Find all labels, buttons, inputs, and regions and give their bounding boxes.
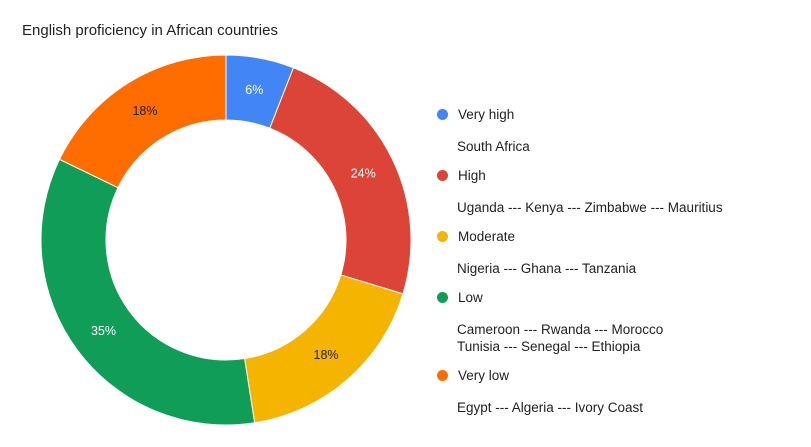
legend-swatch <box>437 169 448 181</box>
legend-country-line: Cameroon --- Rwanda --- Morocco <box>457 322 664 337</box>
legend-country-line: South Africa <box>457 139 530 154</box>
legend-item-moderate[interactable]: Moderate Nigeria --- Ghana --- Tanzania <box>437 226 636 277</box>
legend-item-very-low[interactable]: Very low Egypt --- Algeria --- Ivory Coas… <box>437 365 643 416</box>
legend-country-line: Tunisia --- Senegal --- Ethiopia <box>457 339 641 354</box>
legend-item-high[interactable]: High Uganda --- Kenya --- Zimbabwe --- Ma… <box>437 165 723 216</box>
slice-label-high: 24% <box>351 167 376 181</box>
legend-label: High <box>458 167 486 183</box>
donut-slice-high <box>269 67 412 295</box>
legend-swatch <box>437 291 448 303</box>
slice-label-moderate: 18% <box>314 348 339 362</box>
slice-label-very-high: 6% <box>245 83 263 97</box>
slice-label-low: 35% <box>91 324 116 338</box>
legend-label: Low <box>458 289 483 305</box>
legend-item-very-high[interactable]: Very high South Africa <box>437 104 530 155</box>
legend-swatch <box>437 369 448 381</box>
legend-item-low[interactable]: Low Cameroon --- Rwanda --- Morocco Tunisi… <box>437 287 663 355</box>
legend-country-line: Uganda --- Kenya --- Zimbabwe --- Maurit… <box>457 200 723 215</box>
legend-label: Moderate <box>458 228 516 244</box>
donut-slice-very-low <box>58 54 227 189</box>
legend-country-line: Nigeria --- Ghana --- Tanzania <box>457 261 637 276</box>
legend-country-line: Egypt --- Algeria --- Ivory Coast <box>457 400 644 415</box>
legend-label: Very high <box>458 106 515 122</box>
legend-swatch <box>437 230 448 242</box>
legend-swatch <box>437 108 448 120</box>
legend-countries: South Africa <box>457 138 530 155</box>
legend-countries: Egypt --- Algeria --- Ivory Coast <box>457 399 643 416</box>
legend-label: Very low <box>458 367 510 383</box>
slice-label-very-low: 18% <box>132 104 157 118</box>
legend-countries: Nigeria --- Ghana --- Tanzania <box>457 260 636 277</box>
legend-countries: Uganda --- Kenya --- Zimbabwe --- Maurit… <box>457 199 723 216</box>
donut-slice-low <box>40 158 256 426</box>
legend-countries: Cameroon --- Rwanda --- Morocco Tunisia -… <box>457 321 663 355</box>
chart-title: English proficiency in African countries <box>22 22 278 39</box>
